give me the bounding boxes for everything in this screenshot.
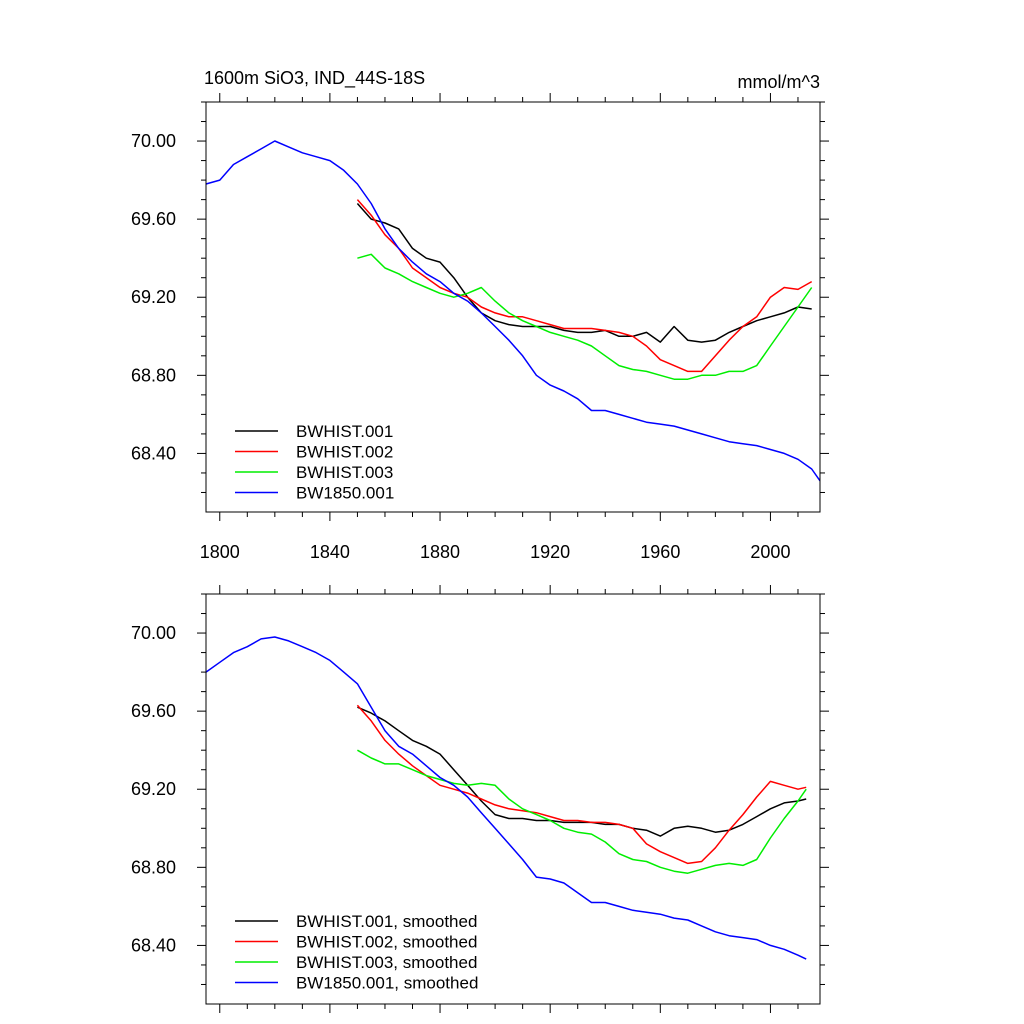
x-tick-labels: 1800 1840 1880 1920 1960 2000 (200, 542, 791, 562)
series-line-3 (205, 636, 807, 960)
axis-ticks (197, 585, 829, 1013)
series-lines (205, 140, 821, 482)
top-panel: 1600m SiO3, IND_44S-18S mmol/m^3 70.00 69… (131, 68, 829, 562)
legend-label: BWHIST.001 (296, 422, 393, 441)
legend-label: BWHIST.003 (296, 463, 393, 482)
series-line-3 (205, 140, 821, 482)
plot-frame (205, 101, 821, 513)
y-tick-label: 70.00 (131, 131, 176, 151)
x-tick-label: 1880 (420, 542, 460, 562)
series-line-2 (357, 253, 813, 380)
legend-label: BWHIST.003, smoothed (296, 953, 477, 972)
legend-label: BWHIST.001, smoothed (296, 912, 477, 931)
legend-label: BWHIST.002 (296, 443, 393, 462)
y-tick-label: 70.00 (131, 623, 176, 643)
y-tick-label: 68.80 (131, 365, 176, 385)
y-tick-label: 69.20 (131, 287, 176, 307)
x-tick-label: 1960 (640, 542, 680, 562)
x-tick-label: 1920 (530, 542, 570, 562)
units-label: mmol/m^3 (738, 72, 820, 92)
axis-ticks (197, 93, 829, 521)
bottom-panel: 70.00 69.60 69.20 68.80 68.40 BWHIST.001, sm… (131, 585, 829, 1013)
chart-title: 1600m SiO3, IND_44S-18S (204, 68, 425, 89)
y-tick-label: 68.40 (131, 443, 176, 463)
series-line-1 (356, 199, 813, 373)
series-line-0 (357, 706, 807, 837)
series-line-1 (356, 704, 807, 865)
x-tick-label: 1800 (200, 542, 240, 562)
series-line-0 (356, 203, 812, 343)
series-line-2 (357, 749, 807, 874)
legend: BWHIST.001, smoothed BWHIST.002, smoothed… (235, 912, 478, 993)
y-tick-label: 68.80 (131, 857, 176, 877)
series-lines (205, 636, 807, 960)
plot-frame (205, 593, 821, 1005)
x-tick-label: 1840 (310, 542, 350, 562)
y-tick-label: 68.40 (131, 935, 176, 955)
y-tick-label: 69.60 (131, 209, 176, 229)
legend-label: BW1850.001, smoothed (296, 974, 478, 993)
y-tick-label: 69.60 (131, 701, 176, 721)
legend-label: BWHIST.002, smoothed (296, 933, 477, 952)
legend-label: BW1850.001 (296, 484, 394, 503)
x-tick-label: 2000 (750, 542, 790, 562)
y-tick-label: 69.20 (131, 779, 176, 799)
y-tick-labels: 70.00 69.60 69.20 68.80 68.40 (131, 131, 176, 463)
y-tick-labels: 70.00 69.60 69.20 68.80 68.40 (131, 623, 176, 955)
